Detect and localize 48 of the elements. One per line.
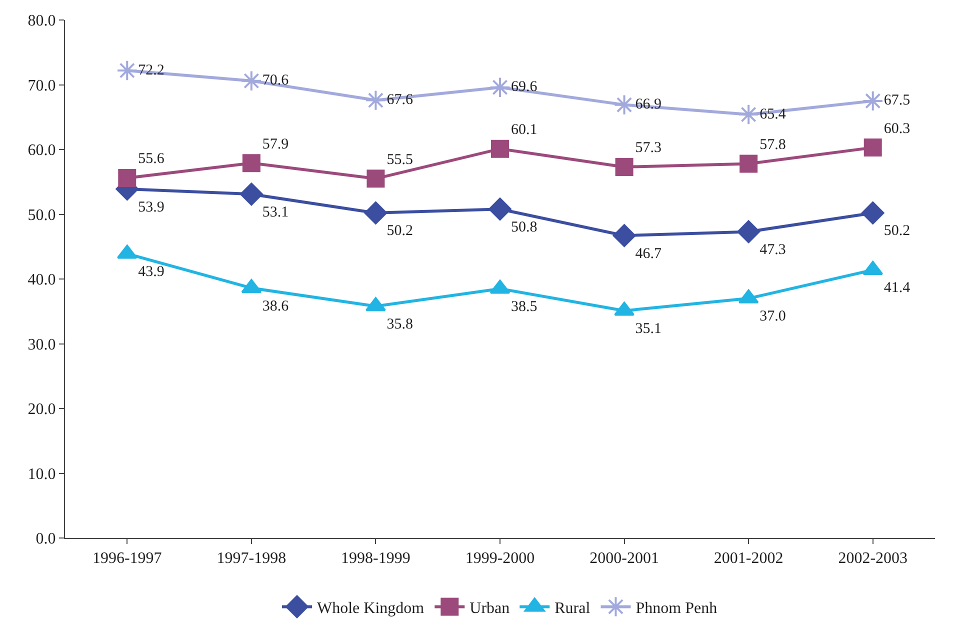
y-tick-label: 0.0	[36, 530, 56, 548]
legend-label: Rural	[554, 600, 591, 617]
data-label: 60.3	[884, 120, 910, 137]
y-tick-label: 50.0	[28, 206, 56, 224]
y-tick-label: 80.0	[28, 12, 56, 30]
y-tick-label: 20.0	[28, 401, 56, 418]
data-label: 55.6	[138, 151, 165, 168]
x-tick-label: 1999-2000	[465, 550, 535, 568]
x-tick-label: 2000-2001	[590, 550, 659, 568]
data-label: 47.3	[760, 242, 786, 258]
data-label: 57.9	[262, 136, 289, 152]
legend-label: Whole Kingdom	[317, 600, 425, 617]
x-tick-label: 1997-1998	[216, 550, 286, 568]
x-tick-label: 2001-2002	[714, 550, 784, 568]
y-tick-label: 70.0	[28, 77, 56, 94]
data-label: 57.3	[635, 140, 662, 156]
data-label: 60.1	[511, 122, 538, 138]
data-label: 46.7	[635, 246, 662, 262]
data-label: 57.8	[760, 137, 786, 153]
legend-label: Phnom Penh	[636, 600, 718, 617]
y-tick-label: 40.0	[28, 272, 56, 289]
data-label: 37.0	[760, 308, 786, 325]
x-tick-label: 1996-1997	[92, 550, 162, 568]
data-label: 41.4	[884, 280, 911, 296]
data-label: 69.6	[511, 79, 538, 96]
x-tick-label: 1998-1999	[341, 550, 410, 568]
legend-label: Urban	[470, 600, 510, 617]
data-label: 72.2	[138, 62, 164, 78]
data-label: 67.5	[884, 92, 910, 109]
data-label: 50.2	[884, 223, 910, 240]
data-label: 35.8	[386, 316, 413, 332]
y-tick-label: 10.0	[28, 466, 56, 483]
y-tick-label: 60.0	[28, 142, 56, 160]
data-label: 43.9	[138, 264, 164, 280]
data-label: 50.2	[386, 223, 413, 240]
data-label: 50.8	[511, 219, 538, 236]
data-label: 53.1	[262, 204, 289, 220]
y-tick-label: 30.0	[28, 336, 56, 354]
data-label: 55.5	[386, 152, 413, 168]
data-label: 70.6	[262, 72, 290, 89]
data-label: 38.5	[511, 298, 538, 315]
data-label: 38.6	[262, 298, 290, 314]
data-label: 67.6	[386, 92, 414, 108]
data-label: 65.4	[760, 106, 786, 122]
x-tick-label: 2002-2003	[838, 550, 908, 568]
data-label: 35.1	[635, 320, 662, 337]
data-label: 53.9	[138, 199, 164, 216]
data-label: 66.9	[635, 96, 662, 113]
